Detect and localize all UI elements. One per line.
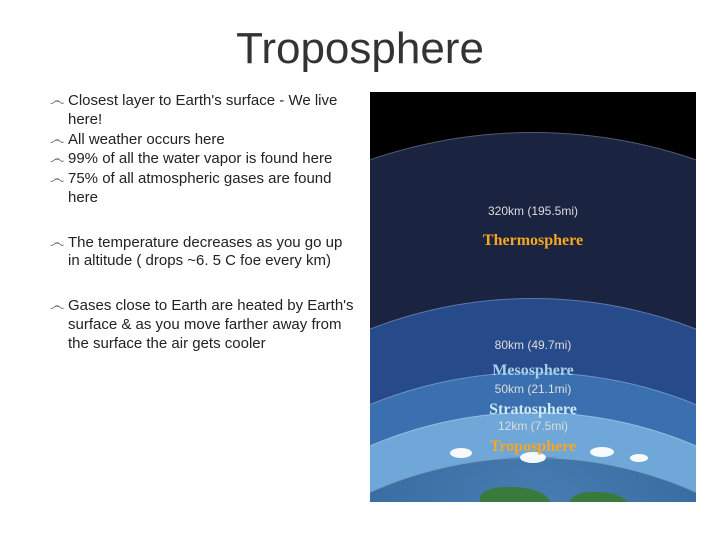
- layer-label: Troposphere: [370, 438, 696, 456]
- bullet-icon: ෴: [50, 234, 68, 253]
- bullet-text: Gases close to Earth are heated by Earth…: [68, 297, 358, 353]
- bullet-icon: ෴: [50, 170, 68, 189]
- bullet-text: The temperature decreases as you go up i…: [68, 234, 358, 272]
- bullet-text: 99% of all the water vapor is found here: [68, 150, 358, 169]
- altitude-label: 80km (49.7mi): [370, 338, 696, 352]
- bullet-text: Closest layer to Earth's surface - We li…: [68, 92, 358, 130]
- page-title: Troposphere: [0, 0, 720, 74]
- content-row: ෴Closest layer to Earth's surface - We l…: [0, 74, 720, 502]
- layer-label: Thermosphere: [370, 232, 696, 250]
- bullet-icon: ෴: [50, 92, 68, 111]
- layer-label: Mesosphere: [370, 362, 696, 380]
- bullet-icon: ෴: [50, 131, 68, 150]
- bullet-text: 75% of all atmospheric gases are found h…: [68, 170, 358, 208]
- atmosphere-diagram: 320km (195.5mi) Thermosphere 80km (49.7mi)…: [370, 92, 696, 502]
- bullet-group: ෴Closest layer to Earth's surface - We l…: [50, 92, 358, 208]
- bullet-icon: ෴: [50, 150, 68, 169]
- bullet-list: ෴Closest layer to Earth's surface - We l…: [50, 92, 370, 502]
- bullet-text: All weather occurs here: [68, 131, 358, 150]
- list-item: ෴Closest layer to Earth's surface - We l…: [50, 92, 358, 130]
- bullet-group: ෴The temperature decreases as you go up …: [50, 234, 358, 272]
- list-item: ෴All weather occurs here: [50, 131, 358, 150]
- list-item: ෴99% of all the water vapor is found her…: [50, 150, 358, 169]
- list-item: ෴The temperature decreases as you go up …: [50, 234, 358, 272]
- bullet-group: ෴Gases close to Earth are heated by Eart…: [50, 297, 358, 353]
- altitude-label: 12km (7.5mi): [370, 419, 696, 433]
- bullet-icon: ෴: [50, 297, 68, 316]
- altitude-label: 50km (21.1mi): [370, 382, 696, 396]
- altitude-label: 320km (195.5mi): [370, 204, 696, 218]
- layer-label: Stratosphere: [370, 401, 696, 419]
- list-item: ෴Gases close to Earth are heated by Eart…: [50, 297, 358, 353]
- list-item: ෴75% of all atmospheric gases are found …: [50, 170, 358, 208]
